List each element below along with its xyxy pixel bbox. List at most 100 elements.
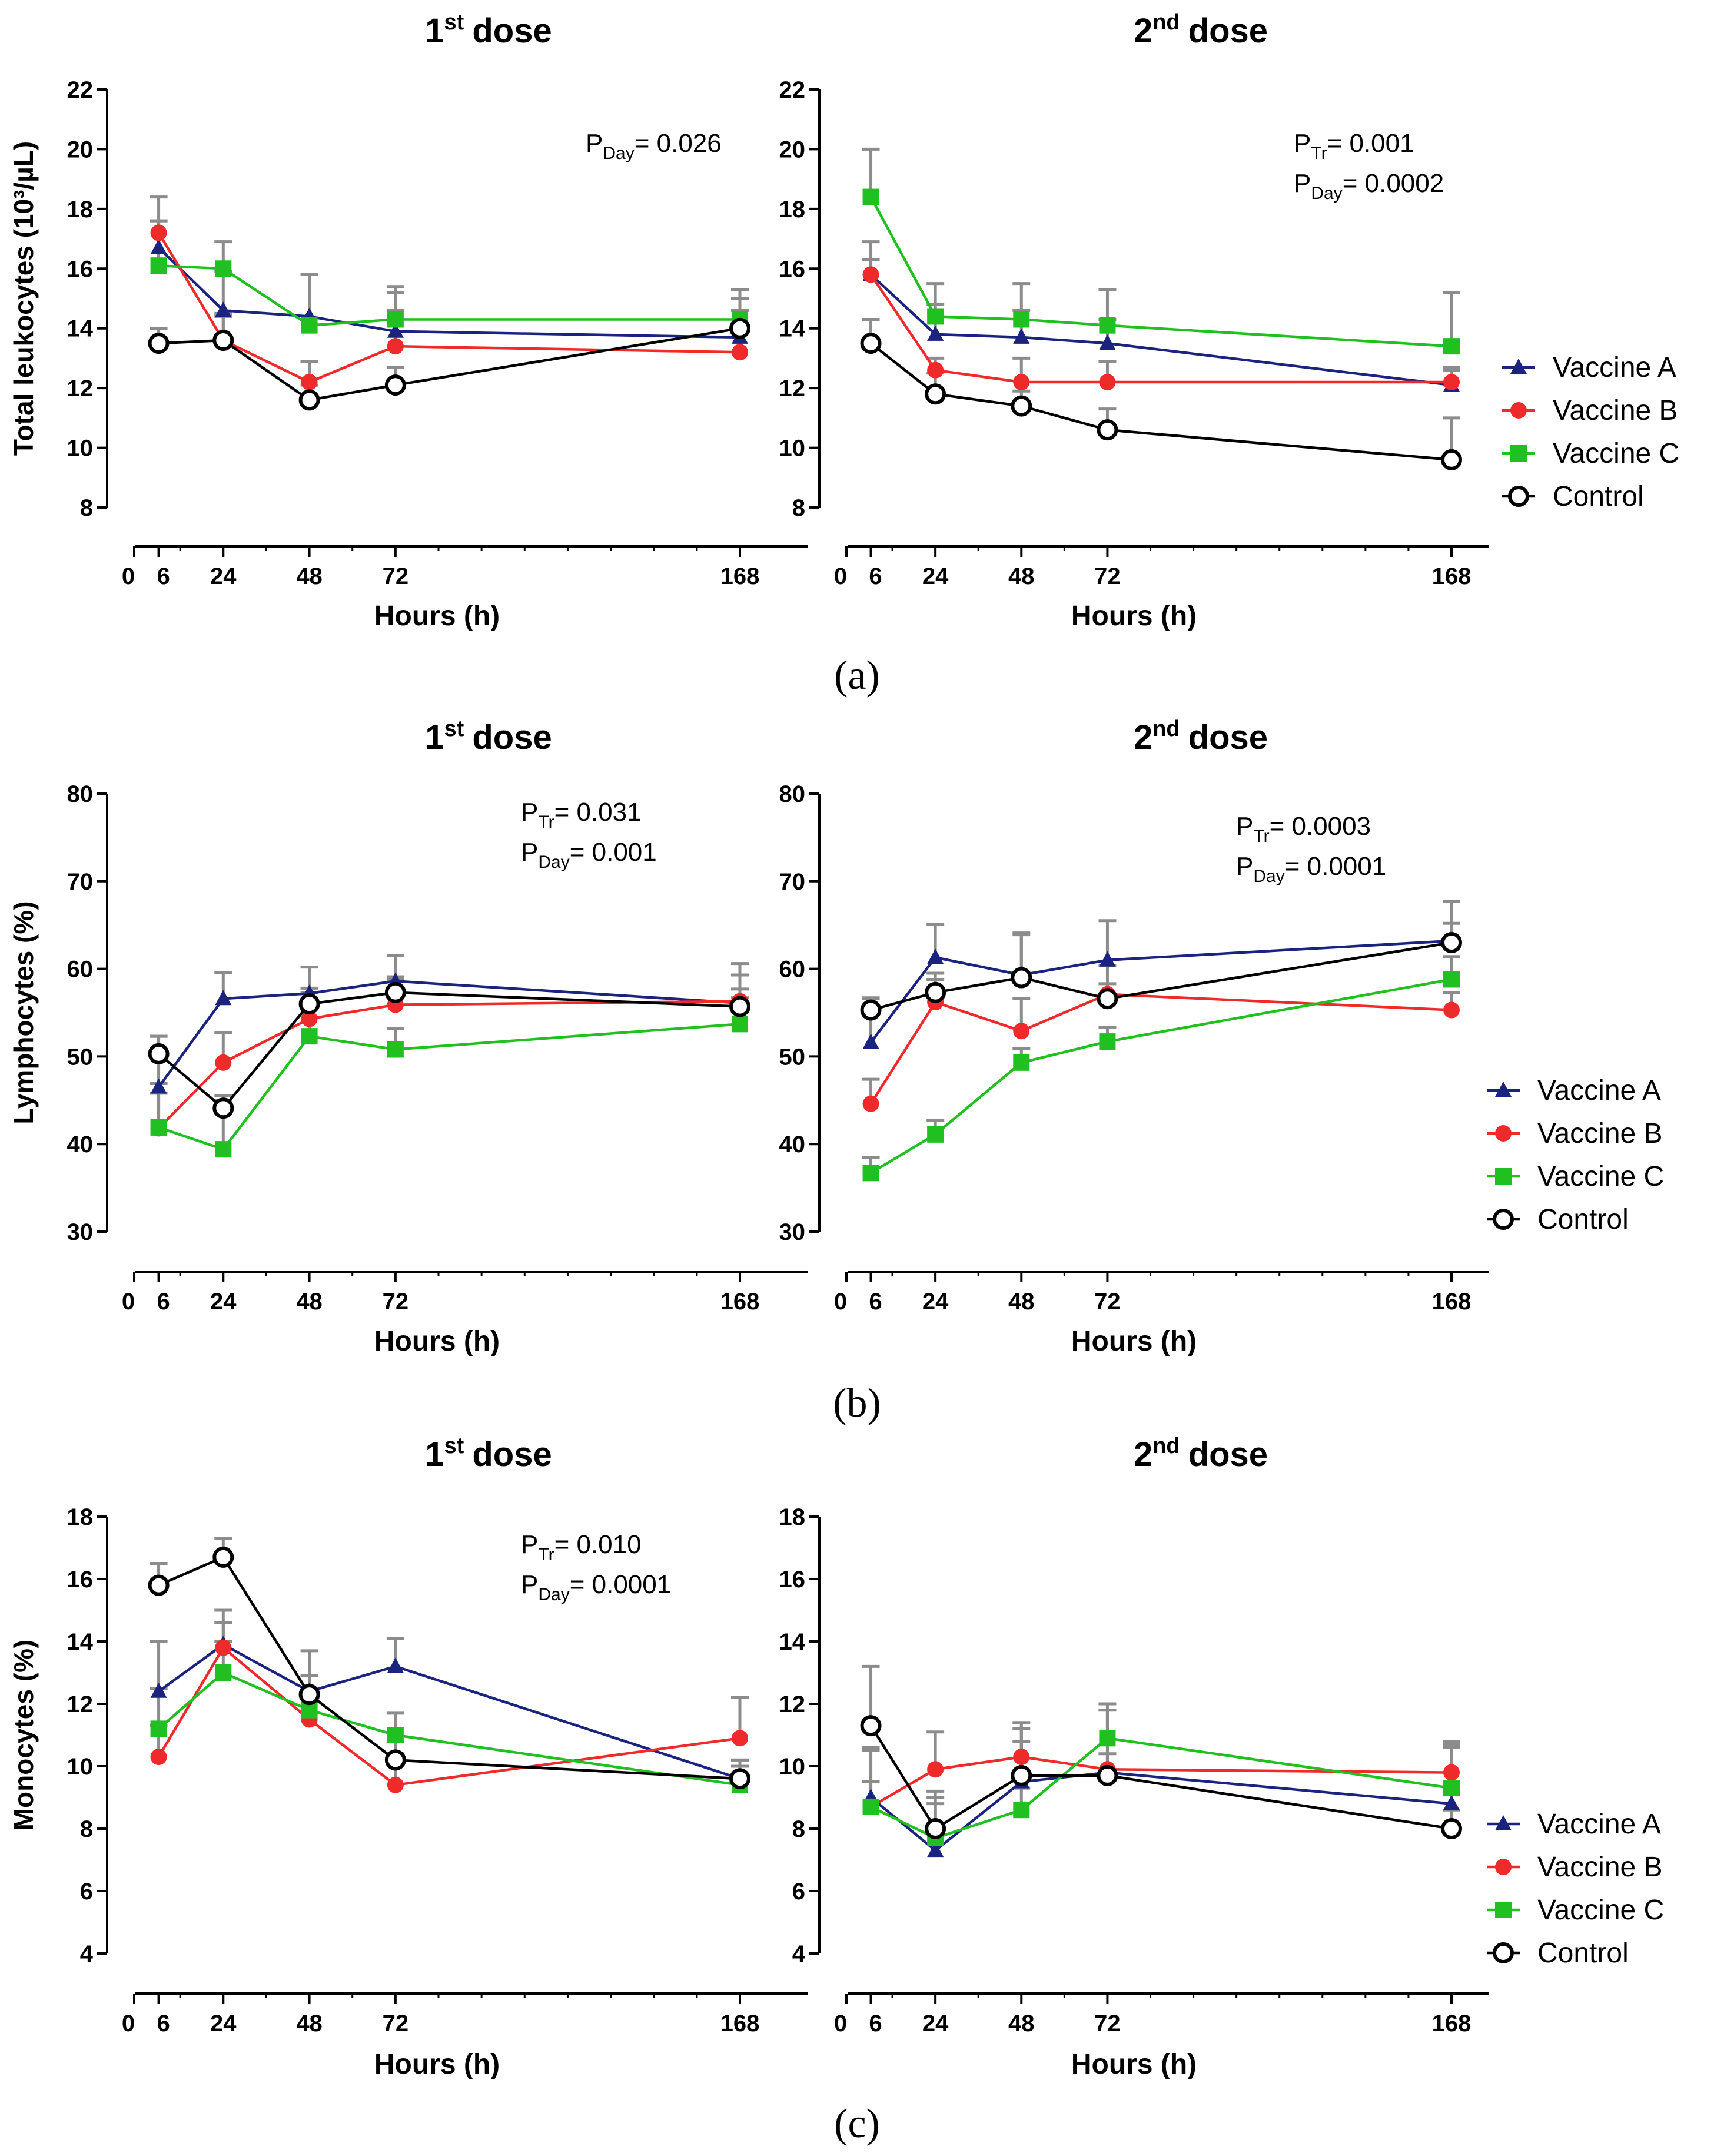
marker-control-3 (1097, 1764, 1118, 1786)
marker-vaccine-a-3 (1099, 334, 1116, 350)
stat-subscript: Tr (538, 1545, 554, 1564)
marker-vaccine-b-3 (1099, 374, 1116, 390)
marker-vaccine-c-4 (1443, 971, 1460, 988)
marker-vaccine-b-4 (732, 344, 748, 361)
stat-value: = 0.001 (570, 838, 657, 867)
stat-value: = 0.0003 (1270, 812, 1371, 841)
stat-annotation: PDay= 0.0001 (1236, 852, 1386, 886)
stat-subscript: Day (538, 1585, 569, 1604)
marker-control-1 (925, 981, 946, 1003)
marker-control-0 (860, 333, 882, 354)
y-tick-label: 18 (67, 197, 94, 223)
series-vaccine-c (150, 1016, 748, 1158)
y-axis-label: Lymphocytes (%) (8, 901, 39, 1124)
stat-subscript: Day (1311, 184, 1342, 203)
marker-vaccine-c-2 (301, 1028, 318, 1045)
chart-title: 2nd dose (1134, 1434, 1268, 1474)
stat-annotation: PDay= 0.026 (586, 129, 722, 163)
legend-label: Vaccine C (1537, 1161, 1664, 1192)
stat-symbol: P (521, 1570, 538, 1599)
y-tick-label: 10 (67, 1754, 94, 1780)
stat-symbol: P (521, 798, 538, 827)
stat-subscript: Day (603, 144, 634, 163)
x-tick-label: 24 (210, 563, 237, 589)
series-vaccine-c (150, 1664, 748, 1793)
y-tick-label: 4 (792, 1941, 806, 1967)
marker-vaccine-c-2 (301, 317, 318, 334)
marker-vaccine-c-4 (732, 1016, 748, 1033)
chart-title: 2nd dose (1134, 10, 1268, 50)
marker-vaccine-b-1 (927, 361, 944, 379)
marker-vaccine-b-2 (1013, 1023, 1030, 1040)
x-tick-label: 72 (1094, 563, 1121, 589)
marker-control-3 (384, 1749, 406, 1771)
stat-value: = 0.0001 (1285, 852, 1387, 881)
y-tick-label: 70 (779, 869, 806, 895)
x-tick-label: 168 (720, 563, 760, 589)
x-tick-label: 48 (296, 563, 323, 589)
x-axis-label: Hours (h) (1071, 1326, 1197, 1357)
marker-control-4 (729, 1768, 750, 1790)
chart-4: 2nd dose 30 40 50 60 70 80 0 6 24 48 72 168 Hours (h) P… (779, 717, 1489, 1426)
y-tick-label: 12 (779, 376, 806, 402)
title-text: dose (472, 12, 552, 50)
y-tick-label: 22 (779, 77, 806, 103)
marker-vaccine-c-4 (1443, 1780, 1460, 1797)
y-tick-label: 30 (779, 1219, 806, 1245)
stat-subscript: Tr (1311, 144, 1327, 163)
x-tick-label: 48 (1008, 563, 1035, 589)
series-line (870, 342, 1452, 462)
stat-annotation: PTr= 0.001 (1294, 129, 1414, 163)
y-tick-label: 8 (792, 1816, 805, 1842)
x-tick-label: 6 (157, 563, 170, 589)
legend-3: Vaccine A Vaccine B Vaccine C Control (1487, 1809, 1664, 1969)
y-tick-label: 18 (779, 197, 806, 223)
title-text: dose (1188, 1435, 1268, 1474)
marker-vaccine-c-3 (1099, 317, 1116, 334)
x-tick-label: 6 (869, 563, 882, 589)
y-tick-label: 20 (67, 137, 94, 162)
error-bars-vaccine-b (150, 1621, 749, 1785)
series-line (870, 941, 1452, 1011)
error-bars-vaccine-b (862, 258, 1460, 382)
marker-control-2 (1011, 967, 1032, 989)
marker-control-3 (384, 981, 406, 1003)
legend-label: Control (1553, 481, 1644, 512)
marker-vaccine-b-1 (927, 1761, 944, 1778)
marker-vaccine-c-legend (1495, 1902, 1512, 1918)
y-tick-label: 22 (67, 77, 94, 103)
x-tick-label: 0 (834, 563, 847, 589)
title-superscript: st (444, 10, 464, 35)
y-tick-label: 8 (80, 495, 93, 521)
x-tick-label: 168 (1432, 2011, 1471, 2036)
marker-control-2 (1011, 395, 1032, 417)
panel-label: (b) (833, 1381, 881, 1426)
x-tick-label: 24 (210, 1289, 237, 1315)
marker-vaccine-c-0 (150, 1119, 167, 1136)
y-tick-label: 40 (779, 1132, 806, 1157)
marker-vaccine-b-2 (301, 374, 318, 390)
panel-label: (a) (834, 653, 880, 698)
title-text: dose (472, 1435, 552, 1474)
marker-control-1 (212, 1546, 234, 1568)
marker-vaccine-c-2 (1013, 1054, 1030, 1071)
stat-annotation: PTr= 0.031 (521, 798, 642, 832)
x-axis-label: Hours (h) (374, 1326, 500, 1357)
y-tick-label: 18 (67, 1504, 94, 1530)
stat-subscript: Day (1253, 867, 1284, 886)
stat-value: = 0.010 (554, 1530, 642, 1559)
error-bars-vaccine-b (862, 964, 1460, 1104)
x-tick-label: 168 (1432, 563, 1471, 589)
y-tick-label: 30 (67, 1219, 94, 1245)
series-line (158, 327, 740, 402)
x-tick-label: 168 (720, 2011, 760, 2036)
marker-control-0 (860, 1715, 882, 1737)
marker-control-3 (1097, 419, 1118, 441)
series-line (158, 1023, 740, 1151)
legend-label: Control (1537, 1938, 1629, 1969)
title-superscript: st (444, 717, 464, 741)
marker-vaccine-b-2 (1013, 1749, 1030, 1766)
y-tick-label: 4 (80, 1941, 94, 1967)
marker-control-legend (1493, 1209, 1514, 1230)
